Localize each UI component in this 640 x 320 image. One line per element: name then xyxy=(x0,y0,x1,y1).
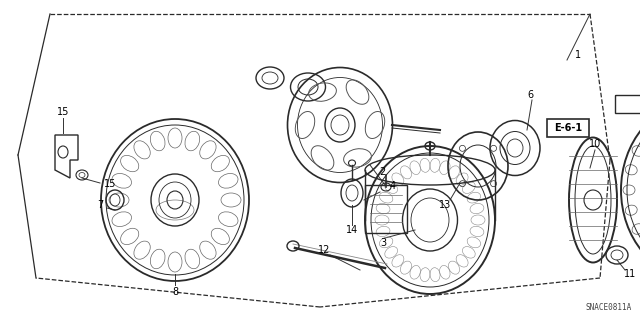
Text: 11: 11 xyxy=(624,269,636,279)
Text: 2: 2 xyxy=(379,167,385,177)
Text: 15: 15 xyxy=(104,179,116,189)
Text: 15: 15 xyxy=(57,107,69,117)
Text: 8: 8 xyxy=(172,287,178,297)
Text: 1: 1 xyxy=(575,50,581,60)
Text: 6: 6 xyxy=(527,90,533,100)
Text: 12: 12 xyxy=(318,245,330,255)
Text: E-6-1: E-6-1 xyxy=(554,123,582,133)
Text: 4: 4 xyxy=(390,181,396,191)
Text: 3: 3 xyxy=(380,238,386,248)
Text: SNACE0811A: SNACE0811A xyxy=(586,303,632,312)
Text: 7: 7 xyxy=(97,200,103,210)
Text: 14: 14 xyxy=(346,225,358,235)
Text: 13: 13 xyxy=(439,200,451,210)
Bar xyxy=(365,185,407,233)
Bar xyxy=(615,95,640,113)
Polygon shape xyxy=(55,135,78,178)
Text: 10: 10 xyxy=(589,139,601,149)
FancyBboxPatch shape xyxy=(547,119,589,137)
